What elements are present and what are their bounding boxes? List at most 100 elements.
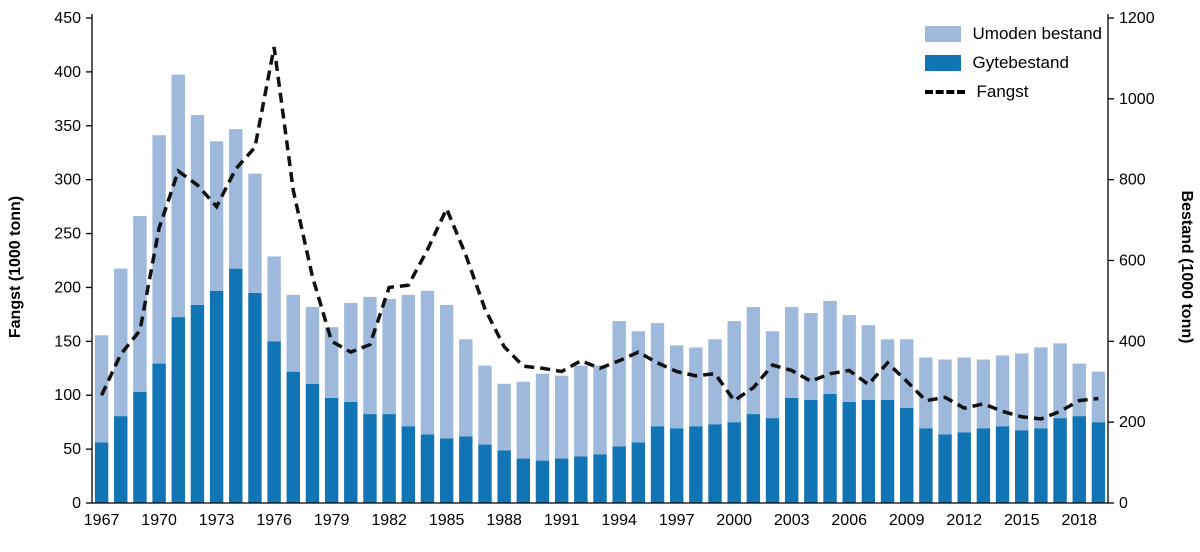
x-tick-label: 2003 [774,512,810,529]
right-tick-label: 200 [1119,414,1146,431]
bar-umoden-bestand [133,216,147,392]
bar-umoden-bestand [439,304,454,439]
right-tick-label: 600 [1119,253,1146,270]
bar-umoden-bestand [209,141,224,291]
bar-gytebestand [1053,418,1067,503]
bar-umoden-bestand [593,365,607,455]
bar-umoden-bestand [708,339,722,425]
bar-gytebestand [1015,430,1029,503]
x-tick-label: 2006 [831,512,867,529]
bar-gytebestand [267,341,281,503]
bar-umoden-bestand [305,306,320,384]
x-tick-label: 1976 [256,512,292,529]
bar-gytebestand [382,414,396,503]
bar-gytebestand [94,442,109,503]
bar-gytebestand [938,434,952,503]
bar-umoden-bestand [497,383,511,451]
left-tick-label: 0 [72,495,81,512]
bar-umoden-bestand [861,325,876,400]
bar-umoden-bestand [689,347,703,427]
bar-umoden-bestand [995,355,1010,427]
bar-umoden-bestand [1015,353,1029,431]
left-tick-label: 100 [54,387,81,404]
bar-gytebestand [842,401,856,503]
bar-gytebestand [324,397,339,503]
bar-gytebestand [784,397,799,503]
bar-umoden-bestand [152,135,166,364]
left-tick-label: 150 [54,333,81,350]
bar-umoden-bestand [919,357,933,429]
x-tick-label: 1988 [486,512,522,529]
bar-gytebestand [708,424,722,503]
bar-umoden-bestand [190,115,205,305]
x-tick-label: 2018 [1061,512,1097,529]
bar-gytebestand [535,460,550,503]
bar-umoden-bestand [842,315,856,402]
bar-gytebestand [229,268,243,503]
bar-umoden-bestand [459,339,473,437]
fangst-line [99,46,1099,421]
x-tick-label: 1979 [314,512,350,529]
bar-umoden-bestand [248,173,262,293]
bar-umoden-bestand [554,375,569,459]
bar-gytebestand [305,383,320,503]
bar-gytebestand [171,317,185,503]
bar-umoden-bestand [535,373,550,461]
bar-gytebestand [497,450,511,503]
left-tick-label: 50 [63,441,81,458]
x-tick-label: 1970 [141,512,177,529]
x-tick-label: 2009 [889,512,925,529]
umoden-swatch-icon [924,26,961,42]
legend-item-fangst: Fangst [924,82,1102,102]
x-tick-label: 1985 [429,512,465,529]
bar-umoden-bestand [976,359,991,429]
bar-umoden-bestand [94,335,109,443]
bar-umoden-bestand [363,296,377,415]
bar-umoden-bestand [267,256,281,342]
left-tick-label: 250 [54,226,81,243]
bar-gytebestand [401,426,416,503]
bar-umoden-bestand [784,306,799,398]
bar-umoden-bestand [957,357,971,433]
bar-gytebestand [1034,428,1048,503]
legend-label-umoden: Umoden bestand [972,24,1102,43]
bar-umoden-bestand [516,381,531,459]
right-tick-label: 400 [1119,333,1146,350]
bar-gytebestand [516,458,531,503]
bar-gytebestand [363,414,377,503]
bar-umoden-bestand [746,306,761,415]
gyte-swatch-icon [924,55,961,71]
legend-label-fangst: Fangst [976,82,1029,101]
legend-item-umoden: Umoden bestand [924,24,1102,44]
bar-gytebestand [344,401,358,503]
bar-gytebestand [152,363,166,503]
bar-umoden-bestand [669,345,684,429]
right-axis-title: Bestand (1000 tonn) [1178,190,1195,344]
bar-gytebestand [1072,416,1086,503]
right-tick-label: 1000 [1119,91,1155,108]
bar-gytebestand [1091,422,1106,503]
right-tick-label: 1200 [1119,10,1155,27]
bar-umoden-bestand [229,129,243,269]
bar-umoden-bestand [382,298,396,415]
x-tick-label: 1997 [659,512,695,529]
legend-label-gyte: Gytebestand [972,53,1069,72]
bar-umoden-bestand [420,290,435,435]
x-tick-label: 1982 [371,512,407,529]
bar-umoden-bestand [401,294,416,427]
bar-gytebestand [248,292,262,503]
bar-gytebestand [209,290,224,503]
bar-umoden-bestand [804,313,818,400]
x-tick-label: 2000 [716,512,752,529]
bar-umoden-bestand [171,74,185,318]
bar-gytebestand [133,391,147,503]
bar-umoden-bestand [478,365,492,445]
fangst-dash-icon [924,90,965,94]
bar-gytebestand [439,438,454,503]
bar-gytebestand [689,426,703,503]
bar-umoden-bestand [286,294,300,372]
bar-gytebestand [957,432,971,503]
bar-gytebestand [995,426,1010,503]
bar-gytebestand [669,428,684,503]
bar-gytebestand [574,456,588,503]
